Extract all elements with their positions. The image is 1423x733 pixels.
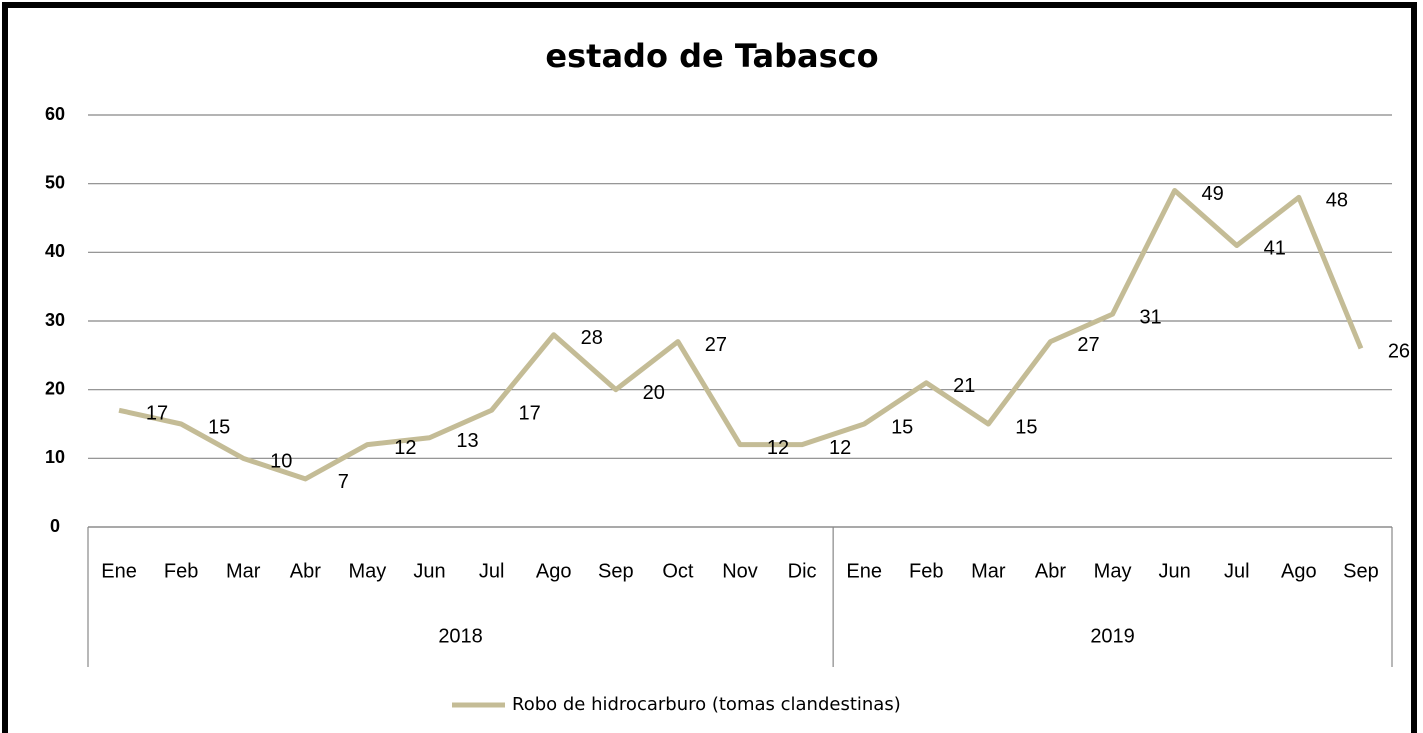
x-tick-label: Feb (909, 560, 943, 582)
x-tick-label: Ago (1281, 560, 1317, 582)
data-label: 27 (705, 334, 727, 356)
y-tick-label: 50 (45, 172, 65, 192)
x-tick-label: Dic (788, 560, 817, 582)
x-tick-label: Sep (598, 560, 634, 582)
data-label: 12 (394, 437, 416, 459)
y-tick-label: 0 (50, 516, 60, 536)
x-tick-label: Mar (971, 560, 1006, 582)
y-tick-label: 60 (45, 104, 65, 124)
x-tick-label: Abr (290, 560, 321, 582)
y-tick-label: 30 (45, 310, 65, 330)
x-tick-label: Feb (164, 560, 198, 582)
x-tick-label: Ago (536, 560, 572, 582)
x-tick-label: Ene (846, 560, 882, 582)
data-label: 17 (146, 403, 168, 425)
x-tick-label: Jul (479, 560, 505, 582)
data-label: 27 (1077, 334, 1099, 356)
data-label: 48 (1326, 190, 1348, 212)
x-tick-label: Jul (1224, 560, 1250, 582)
data-label: 41 (1264, 238, 1286, 260)
x-tick-label: Sep (1343, 560, 1379, 582)
data-label: 15 (891, 416, 913, 438)
x-tick-label: Oct (662, 560, 694, 582)
x-tick-label: May (1094, 560, 1132, 582)
y-tick-label: 20 (45, 378, 65, 398)
x-tick-label: Nov (722, 560, 758, 582)
data-line (118, 188, 1364, 482)
data-label: 12 (767, 437, 789, 459)
legend-label: Robo de hidrocarburo (tomas clandestinas… (512, 694, 901, 715)
y-tick-label: 10 (45, 447, 65, 467)
data-label: 17 (518, 403, 540, 425)
x-tick-label: Ene (101, 560, 137, 582)
data-label: 28 (581, 327, 603, 349)
data-label: 13 (456, 430, 478, 452)
data-label: 21 (953, 375, 975, 397)
data-label: 31 (1139, 306, 1161, 328)
data-label: 7 (338, 471, 349, 493)
x-tick-label: Jun (413, 560, 445, 582)
group-label: 2018 (438, 625, 483, 647)
x-tick-label: Abr (1035, 560, 1066, 582)
data-label: 26 (1388, 341, 1410, 363)
x-tick-label: Jun (1159, 560, 1191, 582)
data-label: 20 (643, 382, 665, 404)
x-tick-label: May (349, 560, 387, 582)
group-label: 2019 (1090, 625, 1135, 647)
data-label: 15 (208, 416, 230, 438)
data-label: 49 (1202, 183, 1224, 205)
y-tick-label: 40 (45, 241, 65, 261)
data-label: 15 (1015, 416, 1037, 438)
x-tick-label: Mar (226, 560, 261, 582)
data-label: 10 (270, 451, 292, 473)
data-label: 12 (829, 437, 851, 459)
chart-title: estado de Tabasco (545, 37, 878, 75)
